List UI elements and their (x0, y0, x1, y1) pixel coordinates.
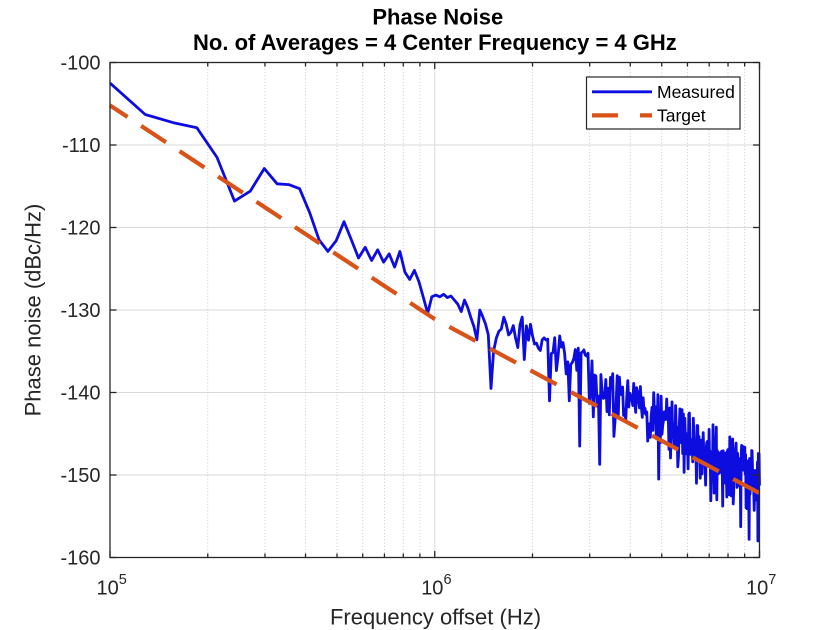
svg-text:-160: -160 (60, 548, 100, 570)
svg-text:Phase noise (dBc/Hz): Phase noise (dBc/Hz) (21, 204, 46, 417)
svg-text:-100: -100 (60, 53, 100, 75)
svg-text:Frequency offset (Hz): Frequency offset (Hz) (330, 605, 541, 630)
svg-text:-140: -140 (60, 383, 100, 405)
svg-text:-110: -110 (62, 135, 101, 157)
svg-text:No. of Averages = 4 Center Fre: No. of Averages = 4 Center Frequency = 4… (193, 30, 677, 55)
svg-text:Target: Target (657, 105, 706, 125)
svg-text:-130: -130 (60, 300, 100, 322)
svg-text:-150: -150 (60, 465, 100, 487)
svg-text:Measured: Measured (657, 82, 735, 102)
svg-text:Phase Noise: Phase Noise (372, 5, 503, 30)
svg-text:-120: -120 (60, 218, 100, 240)
